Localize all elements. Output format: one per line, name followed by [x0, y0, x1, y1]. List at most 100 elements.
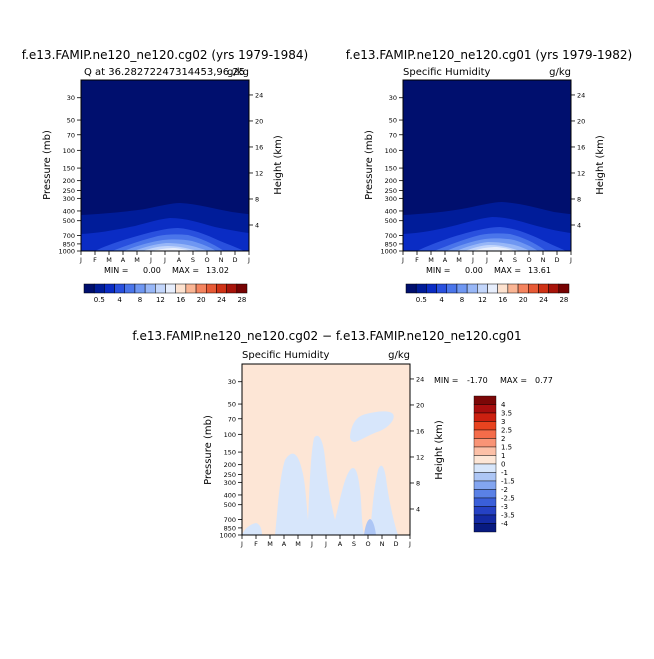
pressure-tick-label: 30	[67, 94, 75, 102]
pressure-axis-label: Pressure (mb)	[364, 130, 375, 200]
colorbar-label: 20	[197, 296, 206, 304]
month-tick-label: A	[121, 256, 126, 264]
colorbar-swatch	[473, 438, 497, 448]
max-value: 13.02	[206, 266, 229, 275]
colorbar-swatch	[528, 283, 539, 294]
colorbar-label: 0	[501, 460, 505, 468]
pressure-tick-label: 1000	[58, 248, 75, 256]
month-tick-label: N	[541, 256, 546, 264]
colorbar-swatch	[175, 283, 187, 294]
pressure-tick-label: 100	[63, 147, 75, 155]
height-tick-label: 4	[255, 221, 259, 229]
colorbar-label: 8	[460, 296, 464, 304]
panel-cg02: f.e13.FAMIP.ne120_ne120.cg02 (yrs 1979-1…	[22, 48, 309, 304]
max-label: MAX =	[494, 266, 521, 275]
panel-left-title: Q at 36.28272247314453,96.25	[84, 67, 245, 78]
pressure-axis-label: Pressure (mb)	[42, 130, 53, 200]
pressure-tick-label: 400	[63, 207, 75, 215]
colorbar-label: 0.5	[416, 296, 427, 304]
pressure-tick-label: 250	[63, 187, 75, 195]
colorbar-swatch	[226, 283, 238, 294]
height-tick-label: 16	[255, 143, 263, 151]
height-tick-label: 24	[255, 91, 263, 99]
colorbar-swatch	[124, 283, 136, 294]
colorbar-label: 3.5	[501, 409, 512, 417]
colorbar-label: 20	[519, 296, 528, 304]
contour-band-neg1-to-0-right	[370, 465, 398, 535]
month-tick-label: A	[499, 256, 504, 264]
month-tick-label: A	[282, 540, 287, 548]
height-axis-label: Height (km)	[595, 135, 606, 195]
month-tick-label: S	[513, 256, 517, 264]
month-tick-label: M	[106, 256, 112, 264]
month-tick-label: F	[93, 256, 97, 264]
height-tick-label: 8	[416, 479, 420, 487]
month-tick-label: J	[324, 540, 327, 548]
colorbar-swatch	[236, 283, 248, 294]
pressure-tick-label: 500	[224, 501, 236, 509]
min-label: MIN =	[434, 376, 459, 385]
colorbar-swatch	[477, 283, 488, 294]
colorbar-swatch	[466, 283, 478, 294]
colorbar-swatch	[206, 283, 217, 294]
height-tick-label: 12	[577, 169, 585, 177]
month-tick-label: J	[163, 256, 166, 264]
pressure-tick-label: 70	[389, 131, 397, 139]
panel-difference: f.e13.FAMIP.ne120_ne120.cg02 − f.e13.FAM…	[132, 329, 552, 548]
max-value: 0.77	[535, 376, 553, 385]
pressure-tick-label: 300	[63, 195, 75, 203]
pressure-tick-label: 1000	[380, 248, 397, 256]
colorbar-label: 8	[138, 296, 142, 304]
colorbar-swatch	[538, 283, 549, 294]
colorbar-swatch	[446, 283, 458, 294]
colorbar-swatch	[507, 283, 519, 294]
panel-case-title: f.e13.FAMIP.ne120_ne120.cg01 (yrs 1979-1…	[346, 48, 633, 62]
colorbar-label: 16	[176, 296, 185, 304]
height-tick-label: 16	[416, 427, 424, 435]
contour-band-neg1-to-0-lowleft	[242, 523, 262, 535]
pressure-tick-label: 70	[67, 131, 75, 139]
colorbar-swatch	[473, 523, 497, 533]
month-tick-label: S	[191, 256, 195, 264]
pressure-tick-label: 850	[63, 240, 75, 248]
colorbar-swatch	[456, 283, 468, 294]
month-tick-label: J	[485, 256, 488, 264]
pressure-tick-label: 150	[385, 165, 397, 173]
colorbar-swatch	[83, 283, 95, 294]
contour-band-8	[152, 248, 190, 251]
colorbar-swatch	[473, 480, 497, 490]
pressure-tick-label: 50	[389, 117, 397, 125]
colorbar-swatch	[473, 514, 497, 524]
pressure-tick-label: 50	[228, 401, 236, 409]
height-axis-label: Height (km)	[434, 420, 445, 480]
pressure-tick-label: 1000	[219, 532, 236, 540]
colorbar-swatch	[155, 283, 166, 294]
panel-case-title: f.e13.FAMIP.ne120_ne120.cg02 − f.e13.FAM…	[132, 329, 521, 343]
month-tick-label: J	[569, 256, 572, 264]
max-label: MAX =	[172, 266, 199, 275]
colorbar-swatch	[473, 421, 497, 431]
pressure-tick-label: 100	[385, 147, 397, 155]
colorbar-label: -1	[501, 469, 508, 477]
height-tick-label: 20	[577, 117, 585, 125]
colorbar-label: 28	[237, 296, 246, 304]
height-tick-label: 8	[255, 195, 259, 203]
colorbar-swatch	[415, 283, 427, 294]
month-tick-label: D	[554, 256, 559, 264]
month-tick-label: A	[338, 540, 343, 548]
pressure-tick-label: 250	[385, 187, 397, 195]
contour-band-neg1-to-0-main	[275, 435, 364, 535]
height-tick-label: 20	[416, 401, 424, 409]
height-tick-label: 4	[577, 221, 581, 229]
panel-right-title: g/kg	[388, 350, 410, 361]
contour-field	[81, 80, 249, 251]
colorbar-swatch	[473, 463, 497, 473]
height-axis: 24 20 16 12 8 4	[571, 91, 585, 229]
colorbar-swatch	[473, 455, 497, 465]
